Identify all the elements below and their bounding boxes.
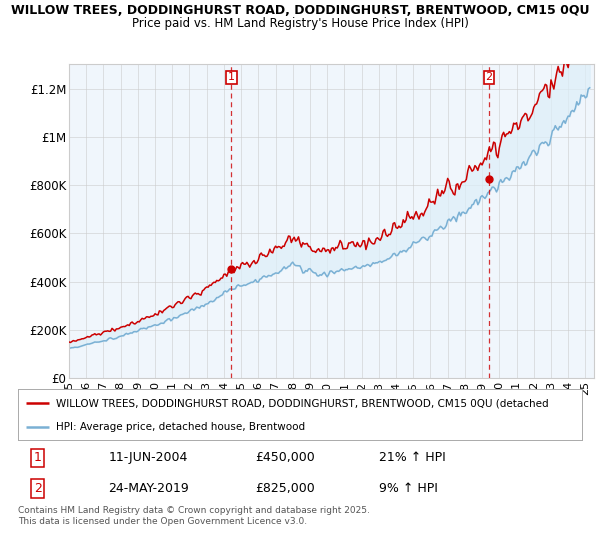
- Text: 21% ↑ HPI: 21% ↑ HPI: [379, 451, 446, 464]
- Text: 24-MAY-2019: 24-MAY-2019: [108, 482, 189, 495]
- Text: 1: 1: [228, 72, 235, 82]
- Text: £825,000: £825,000: [255, 482, 314, 495]
- Text: 2: 2: [485, 72, 493, 82]
- Text: £450,000: £450,000: [255, 451, 314, 464]
- Text: HPI: Average price, detached house, Brentwood: HPI: Average price, detached house, Bren…: [56, 422, 305, 432]
- Text: 11-JUN-2004: 11-JUN-2004: [108, 451, 188, 464]
- Text: Contains HM Land Registry data © Crown copyright and database right 2025.
This d: Contains HM Land Registry data © Crown c…: [18, 506, 370, 526]
- Text: WILLOW TREES, DODDINGHURST ROAD, DODDINGHURST, BRENTWOOD, CM15 0QU: WILLOW TREES, DODDINGHURST ROAD, DODDING…: [11, 4, 589, 17]
- Text: Price paid vs. HM Land Registry's House Price Index (HPI): Price paid vs. HM Land Registry's House …: [131, 17, 469, 30]
- Text: WILLOW TREES, DODDINGHURST ROAD, DODDINGHURST, BRENTWOOD, CM15 0QU (detached: WILLOW TREES, DODDINGHURST ROAD, DODDING…: [56, 398, 549, 408]
- Text: 1: 1: [34, 451, 41, 464]
- Text: 2: 2: [34, 482, 41, 495]
- Text: 9% ↑ HPI: 9% ↑ HPI: [379, 482, 438, 495]
